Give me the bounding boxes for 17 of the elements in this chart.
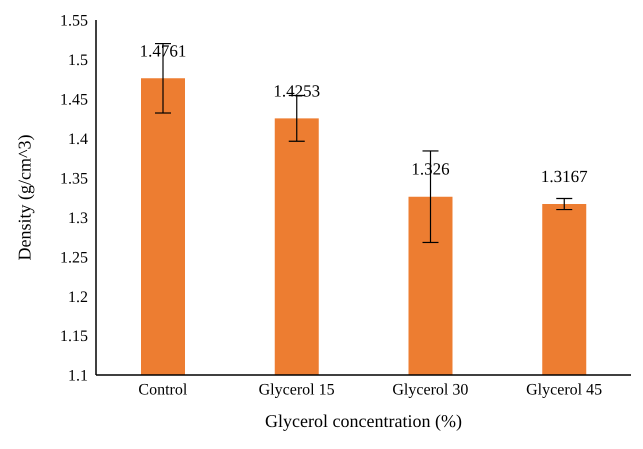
x-tick-label: Glycerol 15 (258, 381, 335, 398)
y-tick-label: 1.45 (60, 92, 88, 109)
y-tick-label: 1.35 (60, 170, 88, 188)
y-tick-label: 1.25 (60, 249, 88, 266)
y-tick-label: 1.1 (68, 368, 88, 385)
x-axis-title: Glycerol concentration (%) (265, 411, 462, 431)
y-tick-label: 1.2 (68, 288, 88, 306)
x-tick-label: Glycerol 30 (392, 381, 468, 398)
x-tick-label: Control (138, 381, 188, 398)
x-tick-label: Glycerol 45 (526, 381, 602, 398)
y-tick-label: 1.3 (68, 210, 88, 227)
data-label: 1.3167 (540, 167, 588, 186)
y-tick-label: 1.5 (68, 52, 88, 70)
y-axis-title: Density (g/cm^3) (14, 134, 34, 260)
y-tick-label: 1.55 (60, 12, 88, 30)
y-tick-label: 1.15 (60, 328, 88, 346)
y-tick-label: 1.4 (68, 131, 88, 148)
